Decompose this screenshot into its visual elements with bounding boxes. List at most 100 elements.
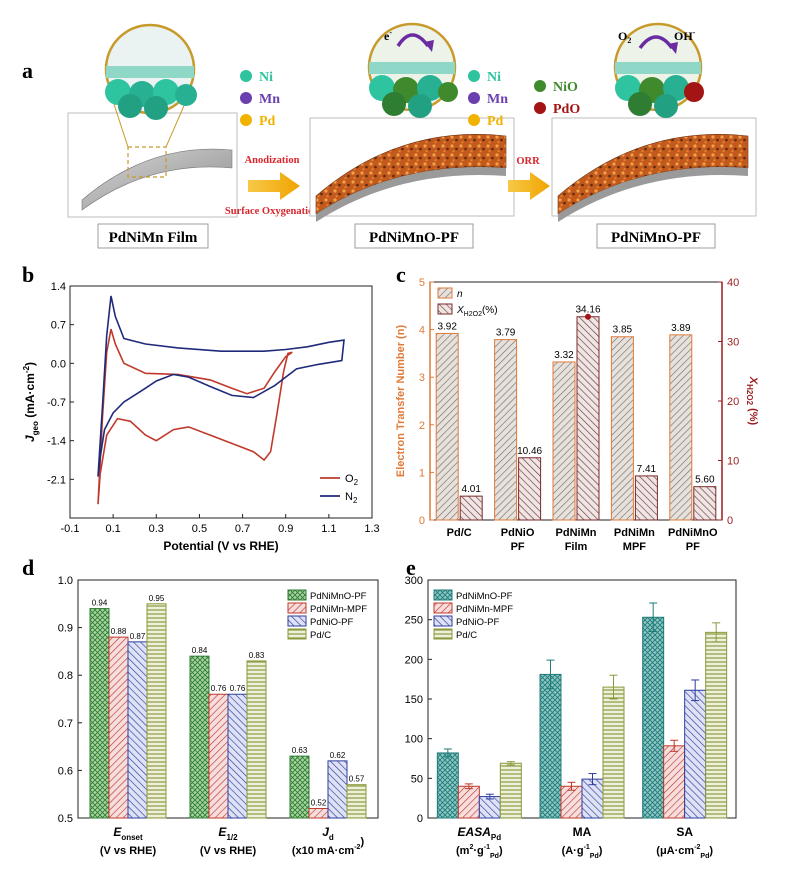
legend-swatch — [433, 602, 453, 614]
legend1-item-label: Pd — [259, 114, 276, 129]
y-tick-label: -0.7 — [47, 397, 66, 409]
legend-label: PdNiO-PF — [456, 617, 499, 628]
category-label: PF — [511, 541, 525, 553]
panel-a: a PdNiMn Film Ni Mn Pd Anodization Surface… — [22, 22, 757, 249]
pf-atoms-2 — [615, 75, 704, 118]
y-tick-label: 150 — [405, 694, 423, 706]
bar-value-label: 0.95 — [149, 594, 165, 603]
bar-pdnimnmpf — [560, 785, 583, 819]
y-tick-label: 100 — [405, 734, 423, 746]
cv-curve-n — [97, 295, 345, 477]
bar-pdnimnmpf — [108, 636, 129, 819]
y-tick-right-label: 40 — [727, 277, 739, 289]
group-unit: (V vs RHE) — [200, 845, 257, 857]
film-sheet — [81, 148, 233, 211]
category-label: Film — [565, 541, 588, 553]
category-label: PdNiO — [501, 527, 535, 539]
bar-value-label: 0.76 — [230, 684, 246, 693]
x-axis-title: Potential (V vs RHE) — [163, 539, 278, 553]
legend-swatch — [433, 589, 453, 601]
legend1-item-label: Ni — [259, 70, 273, 85]
bar-pdnimnmpf — [457, 785, 480, 819]
bar-h2o2-label: 10.46 — [517, 446, 542, 457]
bar-n — [610, 336, 634, 521]
bar-value-label: 0.88 — [111, 627, 127, 636]
bar-h2o2 — [634, 475, 658, 521]
reaction-oh: OH- — [674, 28, 696, 43]
film-label-box — [97, 223, 209, 249]
legend-label: N2 — [345, 491, 358, 505]
legend-swatch-n — [437, 287, 453, 299]
x-tick-label: 0.3 — [149, 523, 164, 535]
group-label: SA — [676, 825, 693, 839]
bar-pdnimnopf — [539, 673, 562, 819]
panel-e: e 0 50 100 150 200 250 300 EASAPd (m2·g-1Pd) MA (A… — [405, 555, 737, 860]
legend-label: O2 — [345, 473, 359, 487]
pf-label-box-1 — [354, 223, 474, 249]
y-tick-label: 0.5 — [58, 813, 73, 825]
bar-n — [494, 339, 518, 521]
group-unit: (m2·g-1Pd) — [456, 844, 503, 860]
film-zoom-box — [127, 146, 167, 178]
panel-e-label: e — [406, 555, 416, 580]
group-label: Jd — [322, 825, 334, 842]
bar-n-label: 3.89 — [671, 323, 691, 334]
bar-pdnimnopf — [89, 608, 110, 819]
bar-pdc — [602, 686, 625, 819]
y-tick-left-label: 5 — [419, 277, 425, 289]
step2-label: ORR — [516, 156, 540, 167]
panel-d-label: d — [22, 555, 34, 580]
bar-pdniopf — [227, 693, 248, 819]
y-tick-label: 0 — [417, 813, 423, 825]
film-label: PdNiMn Film — [109, 230, 198, 246]
arrow-anodization: Anodization Surface Oxygenation — [225, 155, 319, 217]
category-label: PdNiMnO — [668, 527, 718, 539]
legend3-item-dot — [534, 102, 546, 114]
legend-label-n: n — [457, 289, 463, 300]
bar-pdnimnmpf — [663, 745, 686, 819]
bar-n — [669, 334, 693, 521]
electron-label: e- — [384, 28, 392, 43]
bar-h2o2 — [459, 495, 483, 521]
bar-pdnimnopf — [189, 655, 210, 819]
y-tick-label: 50 — [411, 773, 423, 785]
legend2-item-dot — [468, 70, 480, 82]
legend-label: PdNiMnO-PF — [310, 591, 367, 602]
y-tick-left-label: 0 — [419, 515, 425, 527]
panel-b-label: b — [22, 262, 34, 287]
bar-h2o2 — [518, 457, 542, 521]
legend-label: PdNiMnO-PF — [456, 591, 513, 602]
reaction-o2: O2 — [618, 29, 631, 45]
legend-label: PdNiMn-MPF — [456, 604, 513, 615]
step1-line2: Surface Oxygenation — [225, 206, 319, 217]
x-tick-label: 1.3 — [364, 523, 379, 535]
legend-swatch — [287, 615, 307, 627]
bar-pdnimnopf — [289, 755, 310, 819]
step1-line1: Anodization — [245, 155, 300, 166]
bar-h2o2-label: 7.41 — [637, 464, 657, 475]
y-tick-label: 300 — [405, 575, 423, 587]
electron-arrow-head — [424, 40, 434, 52]
pf-atoms-1 — [369, 75, 458, 118]
bar-pdc — [499, 762, 522, 819]
bar-pdc — [346, 784, 367, 819]
legend2-item-dot — [468, 114, 480, 126]
x-tick-label: 0.1 — [105, 523, 120, 535]
legend1-item-dot — [240, 70, 252, 82]
bar-value-label: 0.57 — [349, 775, 365, 784]
y-tick-right-label: 10 — [727, 456, 739, 468]
pf-label-2: PdNiMnO-PF — [611, 230, 701, 246]
bar-h2o2-label: 5.60 — [695, 475, 715, 486]
y-tick-right-label: 30 — [727, 337, 739, 349]
plot-b-frame — [69, 285, 373, 519]
legend2-item-label: Mn — [487, 92, 508, 107]
bar-pdc — [246, 660, 267, 819]
y-left-title: Electron Transfer Number (n) — [395, 325, 407, 478]
legend2-item-label: Pd — [487, 114, 504, 129]
y-tick-right-label: 20 — [727, 396, 739, 408]
film-atoms — [105, 79, 197, 120]
bar-h2o2-label: 4.01 — [461, 484, 481, 495]
y-tick-label: 200 — [405, 654, 423, 666]
panel-c-label: c — [396, 262, 406, 287]
bar-value-label: 0.62 — [330, 751, 346, 760]
